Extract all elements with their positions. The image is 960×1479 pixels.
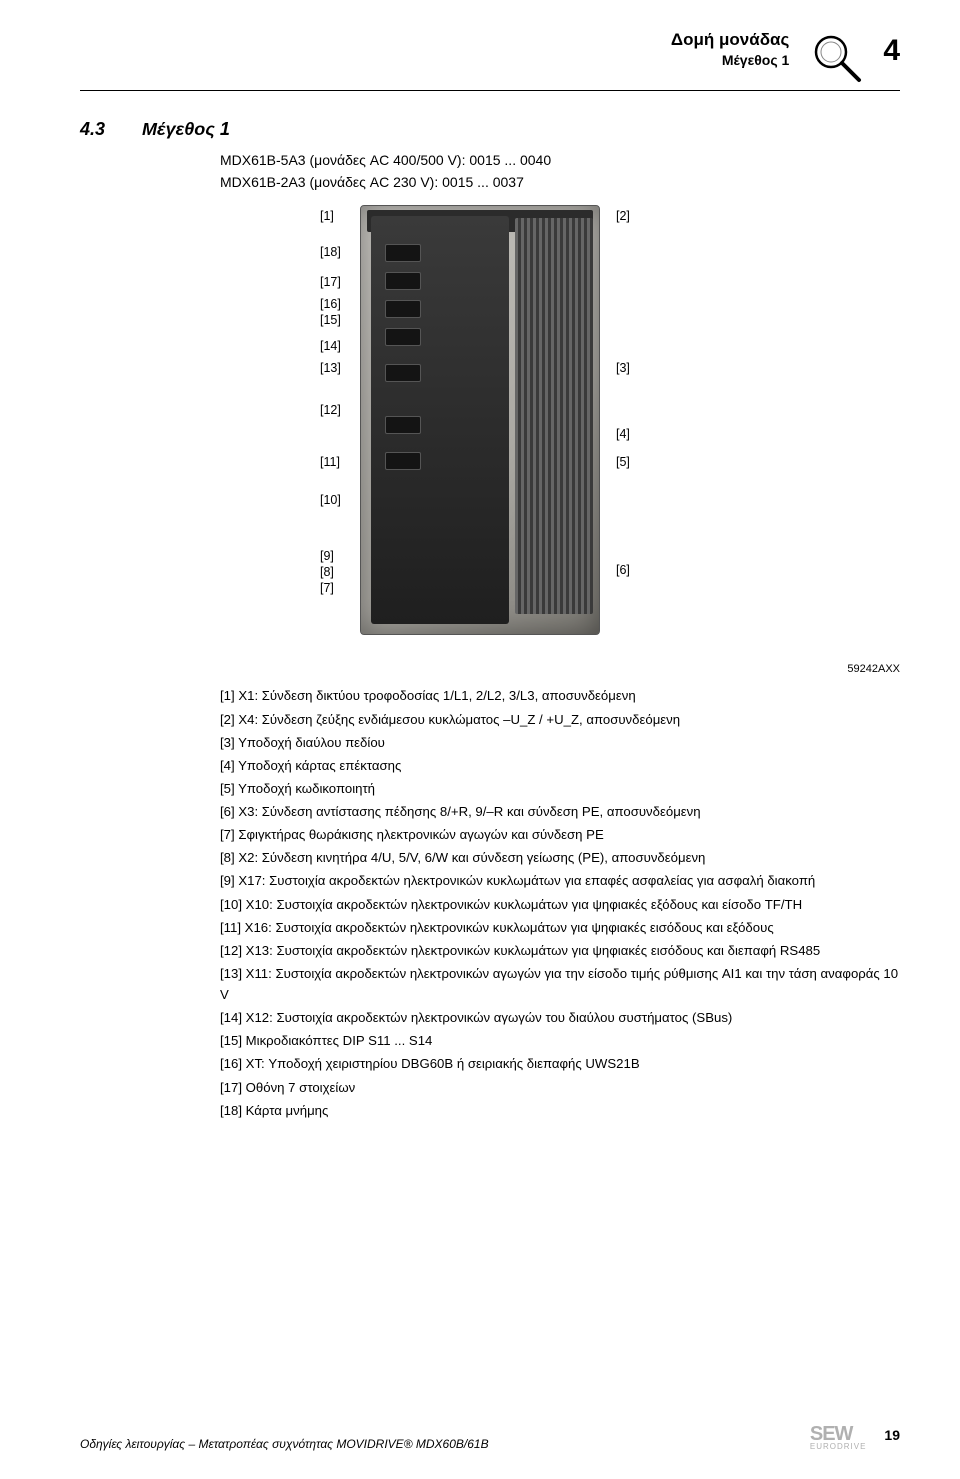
page-footer: Οδηγίες λειτουργίας – Μετατροπέας συχνότ… [80,1423,900,1451]
diagram-label-left: [14] [320,339,341,353]
diagram-label-left: [18] [320,245,341,259]
diagram-label-left: [17] [320,275,341,289]
diagram-label-left: [16] [320,297,341,311]
section-number: 4.3 [80,119,120,140]
chapter-number: 4 [883,30,900,66]
device-heatsink-fins [515,218,593,614]
header-subtitle: Μέγεθος 1 [671,52,789,68]
footer-text: Οδηγίες λειτουργίας – Μετατροπέας συχνότ… [80,1437,489,1451]
diagram-label-left: [7] [320,581,334,595]
header-rule [80,90,900,91]
page: Δομή μονάδας Μέγεθος 1 4 4.3 Μέγεθος 1 M… [0,0,960,1479]
legend-item: [12] X13: Συστοιχία ακροδεκτών ηλεκτρονι… [220,940,900,961]
legend-list: [1] X1: Σύνδεση δικτύου τροφοδοσίας 1/L1… [220,685,900,1120]
legend-item: [6] X3: Σύνδεση αντίστασης πέδησης 8/+R,… [220,801,900,822]
footer-logo: SEW EURODRIVE [810,1423,867,1451]
legend-item: [14] X12: Συστοιχία ακροδεκτών ηλεκτρονι… [220,1007,900,1028]
legend-item: [10] X10: Συστοιχία ακροδεκτών ηλεκτρονι… [220,894,900,915]
device-port [385,328,421,346]
diagram-label-left: [1] [320,209,334,223]
diagram-label-right: [4] [616,427,630,441]
legend-item: [16] XT: Υποδοχή χειριστηρίου DBG60B ή σ… [220,1053,900,1074]
diagram-label-left: [10] [320,493,341,507]
device-port [385,272,421,290]
legend-item: [1] X1: Σύνδεση δικτύου τροφοδοσίας 1/L1… [220,685,900,706]
section-heading: 4.3 Μέγεθος 1 [80,119,900,140]
header-title: Δομή μονάδας [671,30,789,50]
section-title: Μέγεθος 1 [142,119,230,140]
device-image [360,205,600,635]
diagram-label-right: [3] [616,361,630,375]
legend-item: [8] X2: Σύνδεση κινητήρα 4/U, 5/V, 6/W κ… [220,847,900,868]
diagram-label-left: [11] [320,455,340,469]
device-diagram: [1] [18] [17] [16] [15] [14] [13] [12] [11] [10] [… [220,205,780,655]
legend-item: [9] X17: Συστοιχία ακροδεκτών ηλεκτρονικ… [220,870,900,891]
device-port [385,300,421,318]
legend-item: [15] Μικροδιακόπτες DIP S11 ... S14 [220,1030,900,1051]
legend-item: [7] Σφιγκτήρας θωράκισης ηλεκτρονικών αγ… [220,824,900,845]
magnifier-icon [809,30,863,84]
device-port [385,364,421,382]
legend-item: [18] Κάρτα μνήμης [220,1100,900,1121]
legend-item: [5] Υποδοχή κωδικοποιητή [220,778,900,799]
diagram-label-right: [2] [616,209,630,223]
footer-right: SEW EURODRIVE 19 [810,1423,900,1451]
diagram-label-left: [9] [320,549,334,563]
image-id: 59242AXX [220,663,900,675]
intro-line-1: MDX61B-5A3 (μονάδες AC 400/500 V): 0015 … [220,150,900,172]
intro-text: MDX61B-5A3 (μονάδες AC 400/500 V): 0015 … [220,150,900,193]
page-header: Δομή μονάδας Μέγεθος 1 4 [80,30,900,84]
legend-item: [2] X4: Σύνδεση ζεύξης ενδιάμεσου κυκλώμ… [220,709,900,730]
diagram-label-left: [8] [320,565,334,579]
device-port [385,416,421,434]
device-front-panel [371,216,509,624]
intro-line-2: MDX61B-2A3 (μονάδες AC 230 V): 0015 ... … [220,172,900,194]
device-port [385,452,421,470]
legend-item: [17] Οθόνη 7 στοιχείων [220,1077,900,1098]
diagram-label-right: [6] [616,563,630,577]
legend-item: [3] Υποδοχή διαύλου πεδίου [220,732,900,753]
legend-item: [11] X16: Συστοιχία ακροδεκτών ηλεκτρονι… [220,917,900,938]
logo-sub: EURODRIVE [810,1442,867,1451]
diagram-label-left: [15] [320,313,341,327]
legend-item: [4] Υποδοχή κάρτας επέκτασης [220,755,900,776]
legend-item: [13] X11: Συστοιχία ακροδεκτών ηλεκτρονι… [220,963,900,1005]
diagram-label-left: [13] [320,361,341,375]
diagram-label-right: [5] [616,455,630,469]
device-port [385,244,421,262]
diagram-label-left: [12] [320,403,341,417]
header-titles: Δομή μονάδας Μέγεθος 1 [671,30,789,68]
page-number: 19 [884,1427,900,1443]
